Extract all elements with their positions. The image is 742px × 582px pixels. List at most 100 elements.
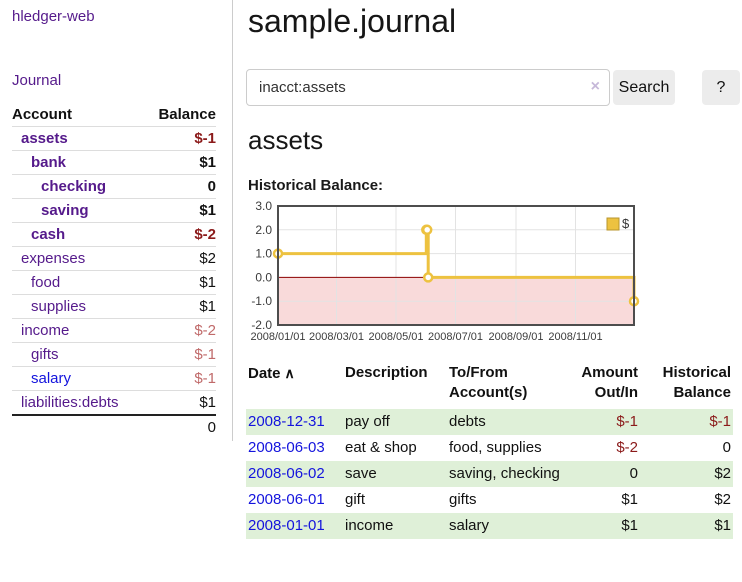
account-row: assets $-1 <box>12 126 216 151</box>
account-balance: $-2 <box>144 222 216 247</box>
svg-text:2008/01/01: 2008/01/01 <box>250 331 305 343</box>
clear-search-icon[interactable]: × <box>590 78 600 95</box>
sort-asc-icon: ∧ <box>284 365 295 381</box>
account-balance: $-1 <box>144 126 216 151</box>
account-row: income $-2 <box>12 318 216 343</box>
transaction-amount: 0 <box>629 465 638 482</box>
transaction-date-link[interactable]: 2008-06-02 <box>248 465 325 482</box>
account-balance: $-2 <box>144 318 216 343</box>
account-link[interactable]: food <box>31 274 61 291</box>
account-balance: $2 <box>144 246 216 271</box>
transaction-accounts: gifts <box>449 491 477 508</box>
account-row: food $1 <box>12 270 216 295</box>
register-header-amount: Amount Out/In <box>581 364 638 401</box>
account-balance: $1 <box>144 294 216 319</box>
transaction-accounts: food, supplies <box>449 439 542 456</box>
account-balance: $1 <box>144 150 216 175</box>
register-row: 2008-06-01 gift gifts $1 $2 <box>246 487 733 513</box>
account-row: supplies $1 <box>12 294 216 319</box>
account-row: saving $1 <box>12 198 216 223</box>
svg-text:-2.0: -2.0 <box>251 318 272 332</box>
svg-text:$: $ <box>622 216 630 231</box>
svg-text:2008/07/01: 2008/07/01 <box>428 331 483 343</box>
transaction-balance: 0 <box>722 439 731 456</box>
search-button[interactable]: Search <box>613 70 675 105</box>
account-balance: $1 <box>144 270 216 295</box>
account-link[interactable]: bank <box>31 154 67 171</box>
transaction-amount: $-2 <box>616 439 638 456</box>
transaction-date-link[interactable]: 2008-06-01 <box>248 491 325 508</box>
transaction-balance: $1 <box>714 517 731 534</box>
register-row: 2008-12-31 pay off debts $-1 $-1 <box>246 409 733 435</box>
transaction-balance: $2 <box>714 465 731 482</box>
svg-text:1.0: 1.0 <box>255 247 272 261</box>
accounts-header-account: Account <box>12 106 72 123</box>
transaction-date-link[interactable]: 2008-06-03 <box>248 439 325 456</box>
accounts-total-row: 0 <box>12 414 216 439</box>
account-link[interactable]: checking <box>41 178 107 195</box>
account-row: cash $-2 <box>12 222 216 247</box>
register-header-row: Date ∧ Description To/From Account(s) Amo… <box>246 359 733 409</box>
register-table: Date ∧ Description To/From Account(s) Amo… <box>246 359 733 539</box>
account-link[interactable]: saving <box>41 202 89 219</box>
register-row: 2008-06-03 eat & shop food, supplies $-2… <box>246 435 733 461</box>
search-form: × Search ? <box>246 69 740 106</box>
account-balance: $-1 <box>144 342 216 367</box>
account-link[interactable]: cash <box>31 226 66 243</box>
transaction-description: pay off <box>345 413 390 430</box>
account-balance: $-1 <box>144 366 216 391</box>
account-link[interactable]: income <box>21 322 70 339</box>
transaction-description: eat & shop <box>345 439 417 456</box>
account-row: expenses $2 <box>12 246 216 271</box>
account-heading: assets <box>248 125 324 155</box>
transaction-accounts: saving, checking <box>449 465 560 482</box>
transaction-amount: $1 <box>621 517 638 534</box>
transaction-date-link[interactable]: 2008-12-31 <box>248 413 325 430</box>
account-link[interactable]: salary <box>31 370 72 387</box>
account-row: checking 0 <box>12 174 216 199</box>
sidebar-item-journal[interactable]: Journal <box>12 72 62 89</box>
sidebar: hledger-web Journal Account Balance asse… <box>0 0 233 441</box>
transaction-description: gift <box>345 491 366 508</box>
account-link[interactable]: liabilities:debts <box>21 394 119 411</box>
account-link[interactable]: assets <box>21 130 68 147</box>
transaction-description: save <box>345 465 377 482</box>
svg-text:2008/05/01: 2008/05/01 <box>368 331 423 343</box>
account-row: bank $1 <box>12 150 216 175</box>
transaction-balance: $2 <box>714 491 731 508</box>
transaction-date-link[interactable]: 2008-01-01 <box>248 517 325 534</box>
account-balance: 0 <box>144 174 216 199</box>
accounts-header-row: Account Balance <box>12 103 216 127</box>
svg-text:3.0: 3.0 <box>255 199 272 213</box>
account-link[interactable]: gifts <box>31 346 59 363</box>
brand-link[interactable]: hledger-web <box>12 8 95 25</box>
svg-text:2.0: 2.0 <box>255 223 272 237</box>
main-content: sample.journal × Search ? assets Histori… <box>246 0 740 539</box>
chart-title: Historical Balance: <box>248 177 384 194</box>
account-balance: $1 <box>144 198 216 223</box>
register-header-balance: Historical Balance <box>662 364 731 401</box>
account-link[interactable]: expenses <box>21 250 86 267</box>
svg-text:2008/09/01: 2008/09/01 <box>488 331 543 343</box>
accounts-total-value: 0 <box>144 414 216 439</box>
register-header-date[interactable]: Date ∧ <box>248 365 295 382</box>
accounts-header-balance: Balance <box>158 106 216 123</box>
account-link[interactable]: supplies <box>31 298 87 315</box>
page-title: sample.journal <box>248 3 457 39</box>
transaction-amount: $1 <box>621 491 638 508</box>
accounts-table: Account Balance assets $-1 bank $1 checkin… <box>12 103 216 439</box>
svg-text:0.0: 0.0 <box>255 270 272 284</box>
transaction-amount: $-1 <box>616 413 638 430</box>
transaction-accounts: debts <box>449 413 486 430</box>
register-header-accounts: To/From Account(s) <box>449 364 528 401</box>
register-header-description: Description <box>345 364 428 381</box>
help-button[interactable]: ? <box>702 70 740 105</box>
svg-text:2008/03/01: 2008/03/01 <box>309 331 364 343</box>
search-input[interactable] <box>246 69 610 106</box>
transaction-description: income <box>345 517 394 534</box>
register-row: 2008-06-02 save saving, checking 0 $2 <box>246 461 733 487</box>
transaction-accounts: salary <box>449 517 490 534</box>
account-row: liabilities:debts $1 <box>12 390 216 415</box>
register-row: 2008-01-01 income salary $1 $1 <box>246 513 733 539</box>
